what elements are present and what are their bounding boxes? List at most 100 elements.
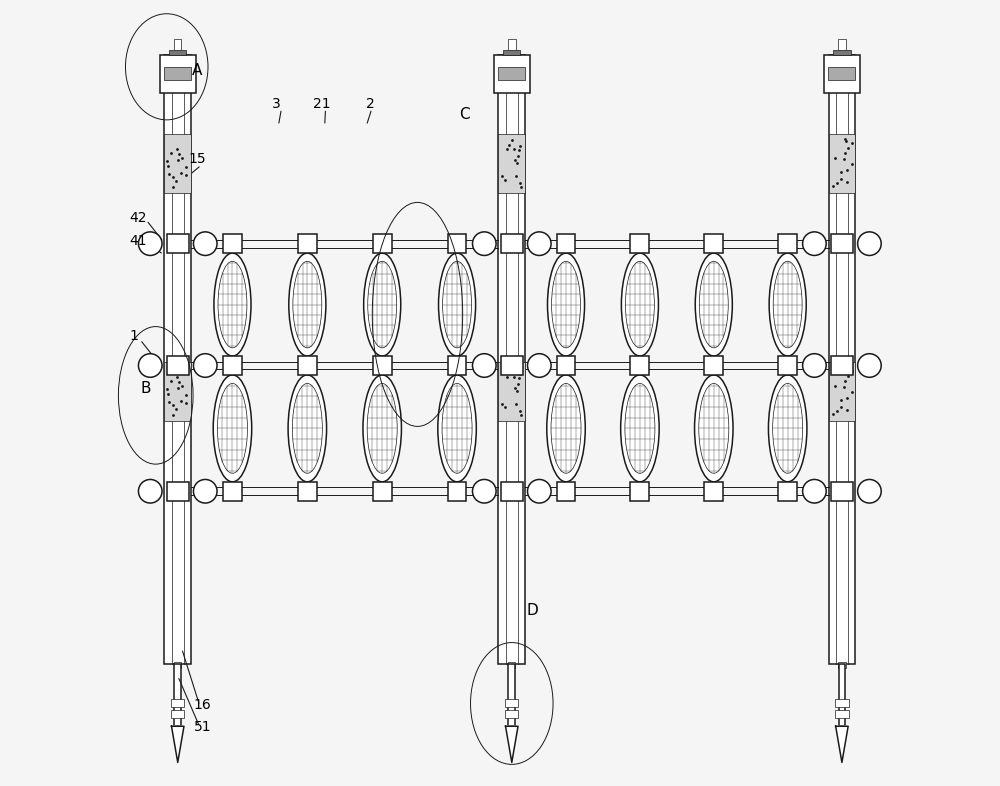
Point xyxy=(173,167,189,179)
Circle shape xyxy=(472,354,496,377)
Bar xyxy=(373,482,392,501)
Circle shape xyxy=(193,479,217,503)
Ellipse shape xyxy=(621,375,659,482)
Ellipse shape xyxy=(768,375,807,482)
Circle shape xyxy=(803,354,826,377)
Point xyxy=(825,408,841,421)
Point xyxy=(833,393,849,406)
Polygon shape xyxy=(506,726,518,762)
Circle shape xyxy=(528,354,551,377)
Bar xyxy=(494,55,530,93)
Bar xyxy=(835,699,849,707)
Bar xyxy=(498,68,525,79)
Point xyxy=(513,409,529,421)
Text: 3: 3 xyxy=(272,97,281,111)
Point xyxy=(507,381,523,394)
Point xyxy=(499,371,515,384)
Point xyxy=(509,385,525,398)
Text: C: C xyxy=(459,108,470,123)
Bar xyxy=(498,362,525,421)
Bar xyxy=(498,134,525,193)
Point xyxy=(829,176,845,189)
Point xyxy=(174,152,190,165)
Point xyxy=(159,383,175,395)
Point xyxy=(840,369,856,382)
Ellipse shape xyxy=(288,375,327,482)
Point xyxy=(501,366,517,379)
Bar xyxy=(557,482,575,501)
Point xyxy=(838,135,854,148)
Text: 41: 41 xyxy=(129,234,147,248)
Point xyxy=(163,375,179,387)
Bar xyxy=(223,356,242,375)
Bar xyxy=(448,234,466,253)
Point xyxy=(836,153,852,166)
Bar xyxy=(508,39,516,50)
Point xyxy=(178,397,194,410)
Point xyxy=(512,176,528,189)
Point xyxy=(501,138,517,151)
Point xyxy=(844,386,860,399)
Bar xyxy=(223,482,242,501)
Text: 42: 42 xyxy=(129,211,147,225)
Ellipse shape xyxy=(695,253,732,356)
Bar xyxy=(298,482,317,501)
Ellipse shape xyxy=(368,261,397,348)
Bar xyxy=(778,234,797,253)
Ellipse shape xyxy=(547,253,585,356)
Point xyxy=(170,382,186,395)
Bar xyxy=(373,356,392,375)
Bar xyxy=(829,55,855,664)
Bar xyxy=(164,362,191,421)
Point xyxy=(170,154,186,167)
Point xyxy=(512,404,528,417)
Ellipse shape xyxy=(442,384,472,473)
Point xyxy=(504,362,520,374)
Ellipse shape xyxy=(769,253,806,356)
Bar xyxy=(171,699,184,707)
Bar xyxy=(223,234,242,253)
Point xyxy=(836,381,852,394)
Point xyxy=(169,142,185,155)
Point xyxy=(174,380,190,393)
Ellipse shape xyxy=(218,261,247,348)
Point xyxy=(837,361,853,373)
Bar xyxy=(171,710,184,718)
Polygon shape xyxy=(836,726,848,762)
Bar xyxy=(160,55,196,93)
Text: 15: 15 xyxy=(188,152,206,166)
Bar xyxy=(630,234,649,253)
Ellipse shape xyxy=(293,261,322,348)
Bar xyxy=(298,356,317,375)
Bar xyxy=(557,234,575,253)
Point xyxy=(839,175,855,188)
Bar xyxy=(704,356,723,375)
Point xyxy=(838,363,854,376)
Bar xyxy=(630,356,649,375)
Bar xyxy=(501,356,523,375)
Point xyxy=(171,376,187,388)
Bar xyxy=(501,234,523,253)
Point xyxy=(513,181,529,193)
Bar xyxy=(298,234,317,253)
Point xyxy=(165,181,181,193)
Point xyxy=(159,155,175,167)
Ellipse shape xyxy=(214,253,251,356)
Point xyxy=(510,378,526,391)
Ellipse shape xyxy=(621,253,658,356)
Point xyxy=(497,401,513,413)
Ellipse shape xyxy=(217,384,247,473)
Text: A: A xyxy=(192,63,202,78)
Ellipse shape xyxy=(439,253,476,356)
Bar xyxy=(503,50,520,55)
Point xyxy=(509,157,525,170)
Point xyxy=(161,396,177,409)
Bar xyxy=(828,68,855,79)
Point xyxy=(165,409,181,421)
Ellipse shape xyxy=(289,253,326,356)
Point xyxy=(840,141,856,154)
Point xyxy=(497,173,513,185)
Bar xyxy=(704,234,723,253)
Ellipse shape xyxy=(625,384,655,473)
Ellipse shape xyxy=(367,384,397,473)
